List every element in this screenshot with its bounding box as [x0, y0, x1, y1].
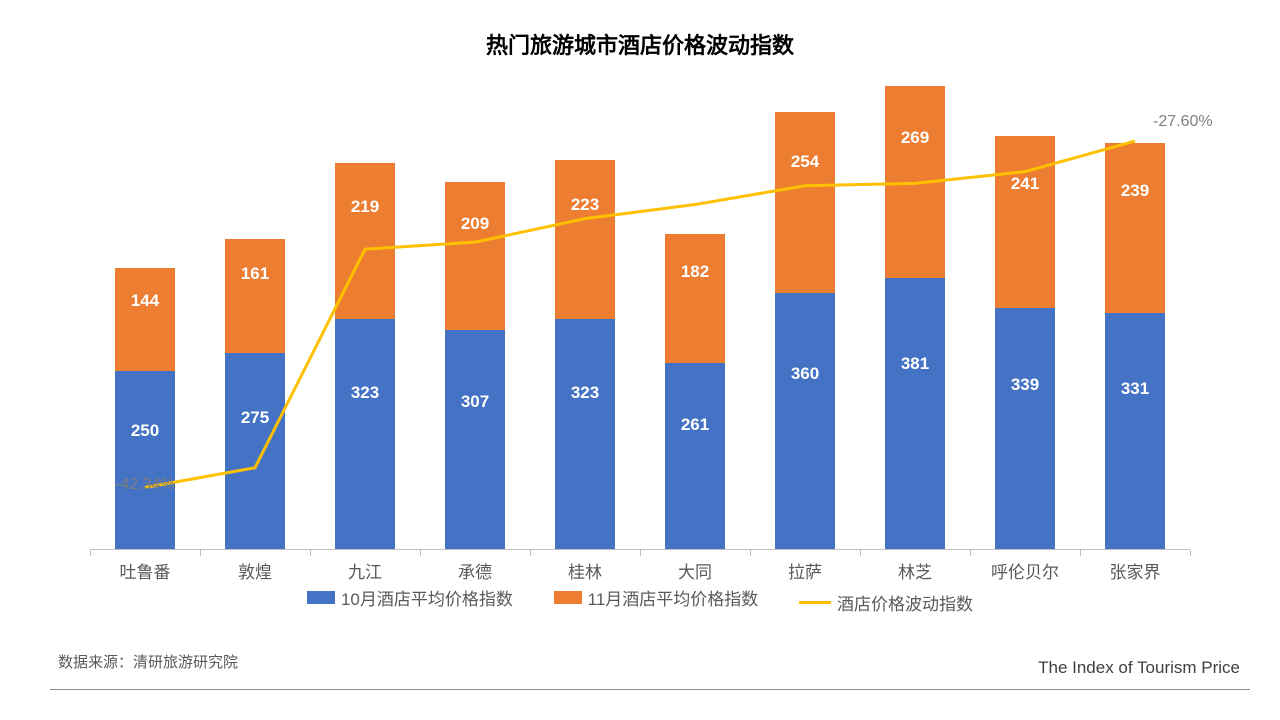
legend-label-line: 酒店价格波动指数: [837, 590, 973, 615]
bar-nov: 239: [1105, 143, 1165, 313]
legend: 10月酒店平均价格指数 11月酒店平均价格指数 酒店价格波动指数: [0, 585, 1280, 615]
bar-oct-label: 381: [885, 354, 945, 374]
x-category-label: 林芝: [860, 558, 970, 583]
x-tick-mark: [1080, 550, 1081, 556]
bar-group: 360 254: [775, 112, 835, 549]
bar-nov: 219: [335, 163, 395, 319]
bar-oct-label: 250: [115, 421, 175, 441]
bar-nov: 144: [115, 268, 175, 371]
x-tick-mark: [970, 550, 971, 556]
bar-nov-label: 161: [225, 264, 285, 284]
bar-nov: 209: [445, 182, 505, 331]
bar-oct: 261: [665, 363, 725, 549]
chart-area: 250 144 275 161 323 219 307 209 323 223 261 182 360 2…: [90, 80, 1190, 550]
bar-oct-label: 323: [335, 383, 395, 403]
legend-item-nov: 11月酒店平均价格指数: [554, 585, 759, 610]
footer-source: 数据来源：清研旅游研究院: [58, 651, 238, 672]
legend-item-line: 酒店价格波动指数: [799, 590, 973, 615]
bar-oct: 323: [335, 319, 395, 549]
x-tick-mark: [90, 550, 91, 556]
legend-item-oct: 10月酒店平均价格指数: [307, 585, 513, 610]
bar-group: 250 144: [115, 268, 175, 549]
bar-nov-label: 209: [445, 214, 505, 234]
bar-group: 381 269: [885, 86, 945, 549]
plot: 250 144 275 161 323 219 307 209 323 223 261 182 360 2…: [90, 80, 1190, 550]
bar-oct: 339: [995, 308, 1055, 549]
bar-oct: 323: [555, 319, 615, 549]
bar-nov-label: 239: [1105, 181, 1165, 201]
legend-line-swatch: [799, 601, 831, 604]
x-tick-mark: [310, 550, 311, 556]
bar-nov-label: 144: [115, 291, 175, 311]
x-tick-mark: [530, 550, 531, 556]
x-category-label: 大同: [640, 558, 750, 583]
bar-nov: 223: [555, 160, 615, 319]
bar-oct: 307: [445, 330, 505, 549]
bar-oct: 275: [225, 353, 285, 549]
bar-nov-label: 241: [995, 174, 1055, 194]
x-tick-mark: [420, 550, 421, 556]
line-end-label: -27.60%: [1153, 113, 1213, 131]
bar-nov-label: 219: [335, 197, 395, 217]
bar-oct-label: 360: [775, 364, 835, 384]
x-category-label: 承德: [420, 558, 530, 583]
legend-label-nov: 11月酒店平均价格指数: [588, 585, 759, 610]
line-start-label: -42.34%: [115, 476, 175, 494]
x-category-label: 呼伦贝尔: [970, 558, 1080, 583]
legend-swatch-oct: [307, 591, 335, 604]
x-tick-mark: [860, 550, 861, 556]
bar-nov-label: 254: [775, 152, 835, 172]
bar-nov: 182: [665, 234, 725, 364]
bar-group: 275 161: [225, 239, 285, 549]
x-category-label: 张家界: [1080, 558, 1190, 583]
x-tick-mark: [200, 550, 201, 556]
bar-group: 323 223: [555, 160, 615, 549]
bar-oct-label: 323: [555, 383, 615, 403]
bar-group: 339 241: [995, 136, 1055, 549]
bar-nov-label: 269: [885, 128, 945, 148]
bar-oct-label: 307: [445, 392, 505, 412]
x-category-label: 桂林: [530, 558, 640, 583]
bar-nov-label: 223: [555, 195, 615, 215]
bar-oct-label: 261: [665, 415, 725, 435]
chart-title: 热门旅游城市酒店价格波动指数: [0, 0, 1280, 60]
legend-swatch-nov: [554, 591, 582, 604]
x-tick-mark: [750, 550, 751, 556]
footer-right: The Index of Tourism Price: [1038, 658, 1240, 678]
bar-nov: 161: [225, 239, 285, 354]
x-tick-mark: [640, 550, 641, 556]
bar-oct: 331: [1105, 313, 1165, 549]
bar-nov-label: 182: [665, 262, 725, 282]
footer-rule: [50, 689, 1250, 690]
x-category-label: 拉萨: [750, 558, 860, 583]
bar-oct-label: 331: [1105, 379, 1165, 399]
x-category-label: 九江: [310, 558, 420, 583]
x-category-label: 吐鲁番: [90, 558, 200, 583]
bar-oct-label: 339: [995, 375, 1055, 395]
x-category-label: 敦煌: [200, 558, 310, 583]
bar-oct: 360: [775, 293, 835, 549]
bar-nov: 241: [995, 136, 1055, 308]
bar-group: 331 239: [1105, 143, 1165, 549]
bar-oct-label: 275: [225, 408, 285, 428]
bar-nov: 254: [775, 112, 835, 293]
x-tick-mark: [1190, 550, 1191, 556]
bar-group: 261 182: [665, 234, 725, 549]
bar-oct: 381: [885, 278, 945, 549]
bar-group: 307 209: [445, 182, 505, 549]
bar-nov: 269: [885, 86, 945, 278]
legend-label-oct: 10月酒店平均价格指数: [341, 585, 513, 610]
bar-group: 323 219: [335, 163, 395, 549]
bar-oct: 250: [115, 371, 175, 549]
